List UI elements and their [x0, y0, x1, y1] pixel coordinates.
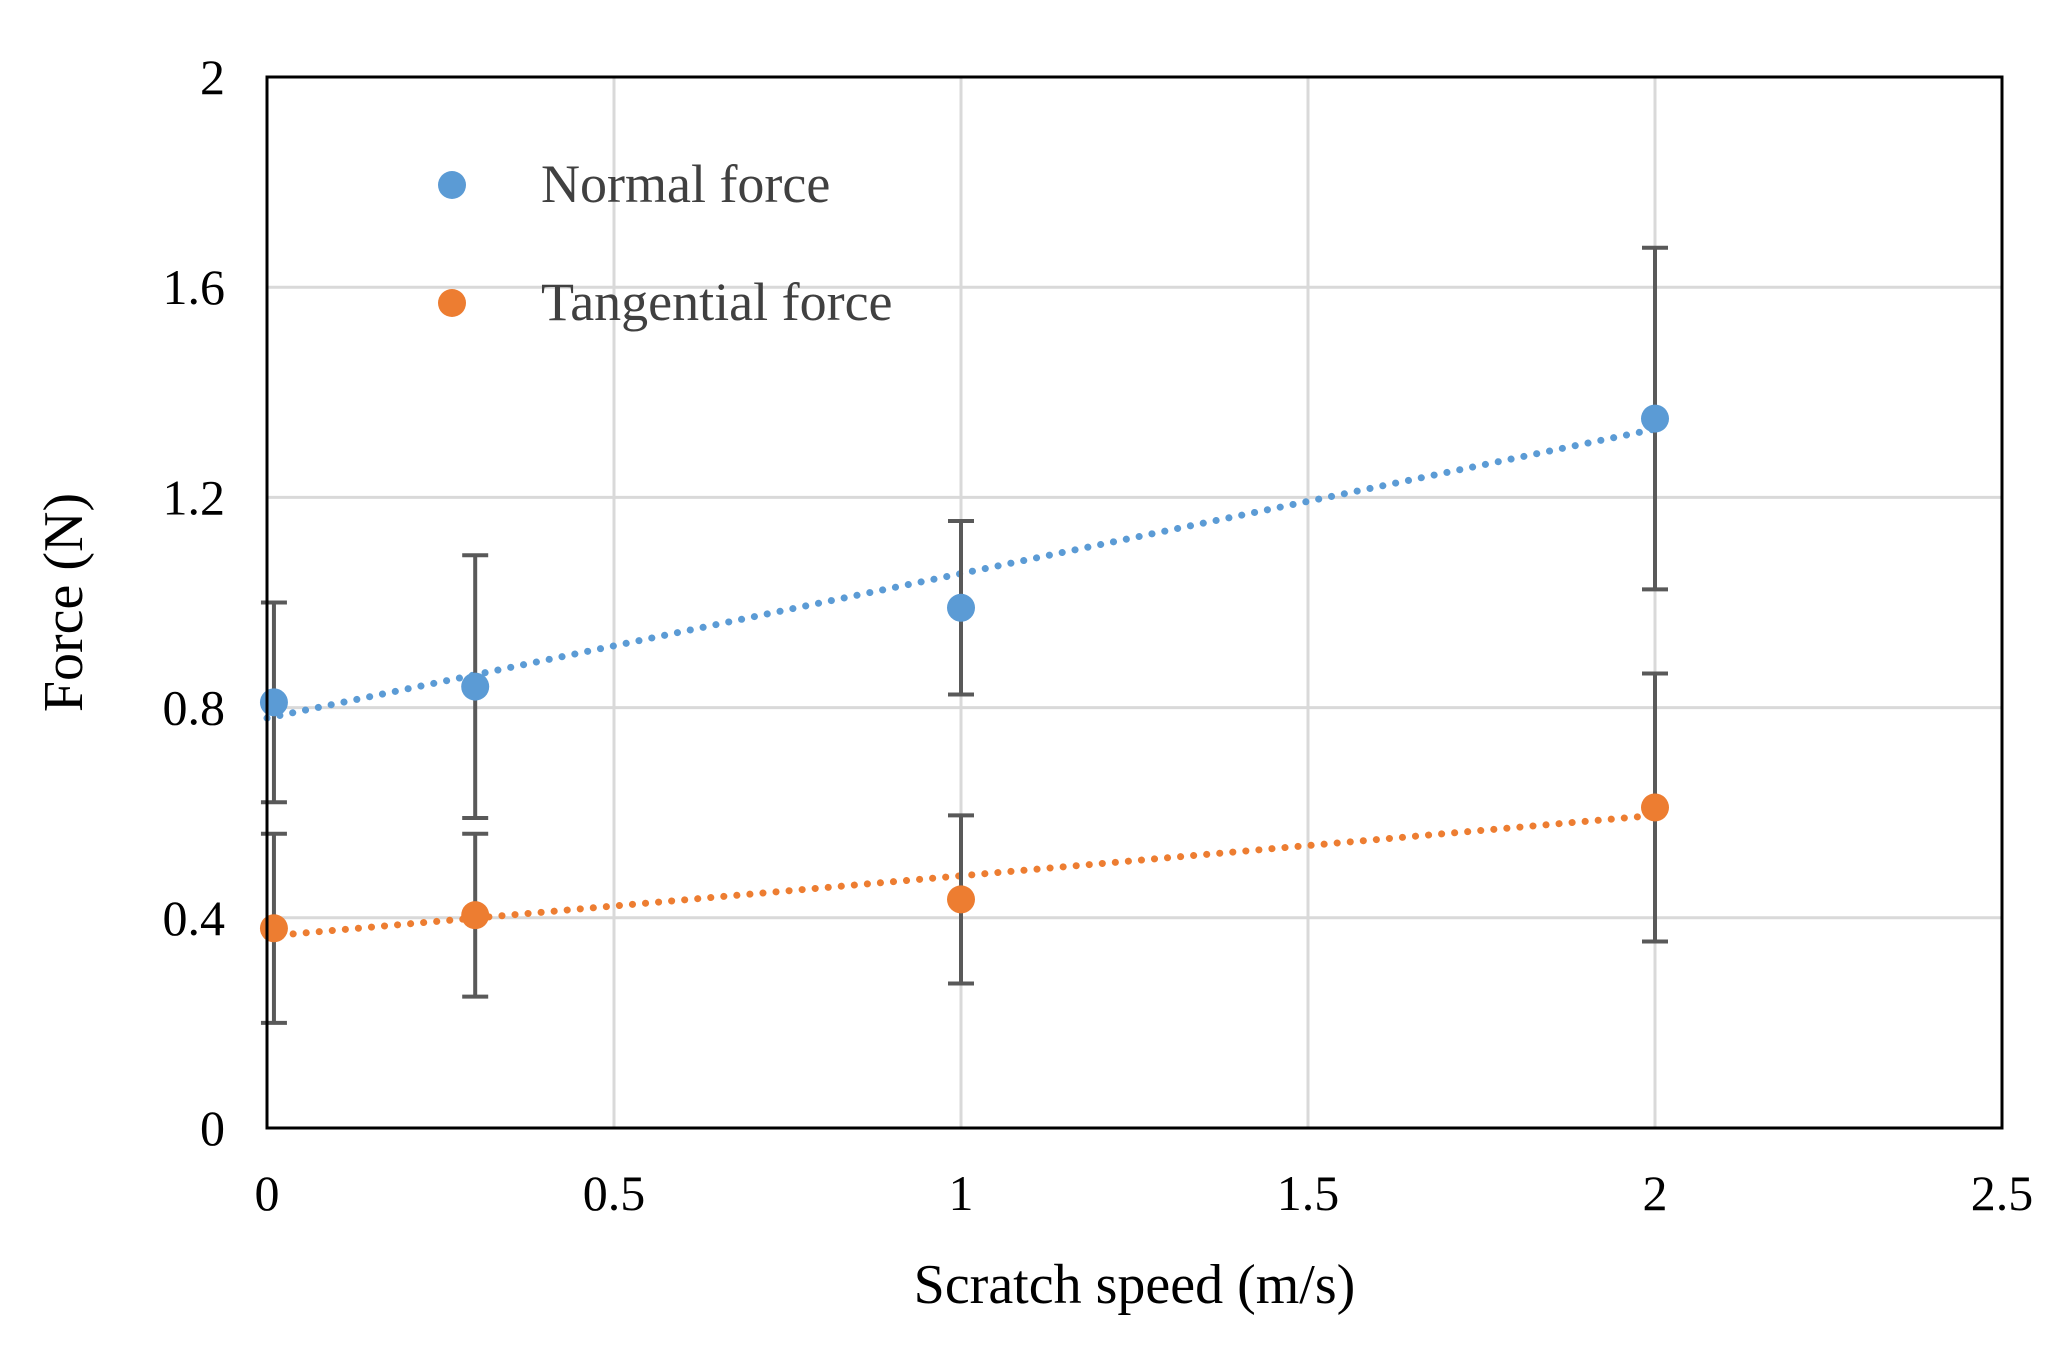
x-axis-title: Scratch speed (m/s): [914, 1254, 1356, 1316]
y-tick-label: 2: [200, 49, 225, 105]
legend-marker-tangential-force: [438, 289, 466, 317]
x-tick-label: 1: [949, 1165, 974, 1221]
plot-area-frame: [265, 75, 2004, 1130]
y-tick-label: 0.4: [163, 890, 226, 946]
y-tick-label: 1.6: [163, 259, 226, 315]
x-tick-label: 0.5: [583, 1165, 646, 1221]
legend: Normal force Tangential force: [438, 154, 893, 332]
data-point-tangential-force: [947, 885, 975, 914]
data-point-normal-force: [259, 688, 288, 717]
legend-marker-normal-force: [438, 171, 466, 199]
x-axis-tick-labels: 0 0.5 1 1.5 2 2.5: [255, 1165, 2034, 1221]
data-point-tangential-force: [259, 914, 288, 943]
data-point-normal-force: [947, 593, 975, 622]
data-point-tangential-force: [1641, 793, 1669, 822]
y-axis-title: Force (N): [33, 493, 95, 712]
data-point-normal-force: [1641, 404, 1669, 433]
data-point-normal-force: [461, 672, 490, 701]
x-tick-label: 2: [1643, 1165, 1668, 1221]
data-point-tangential-force: [461, 901, 490, 930]
y-tick-label: 0.8: [163, 680, 226, 736]
x-tick-label: 0: [255, 1165, 280, 1221]
y-tick-label: 0: [200, 1100, 225, 1156]
x-tick-label: 1.5: [1277, 1165, 1340, 1221]
y-axis-tick-labels: 0 0.4 0.8 1.2 1.6 2: [163, 49, 226, 1156]
legend-label-normal-force: Normal force: [541, 154, 830, 214]
x-tick-label: 2.5: [1971, 1165, 2034, 1221]
y-tick-label: 1.2: [163, 469, 226, 525]
legend-label-tangential-force: Tangential force: [541, 272, 893, 332]
